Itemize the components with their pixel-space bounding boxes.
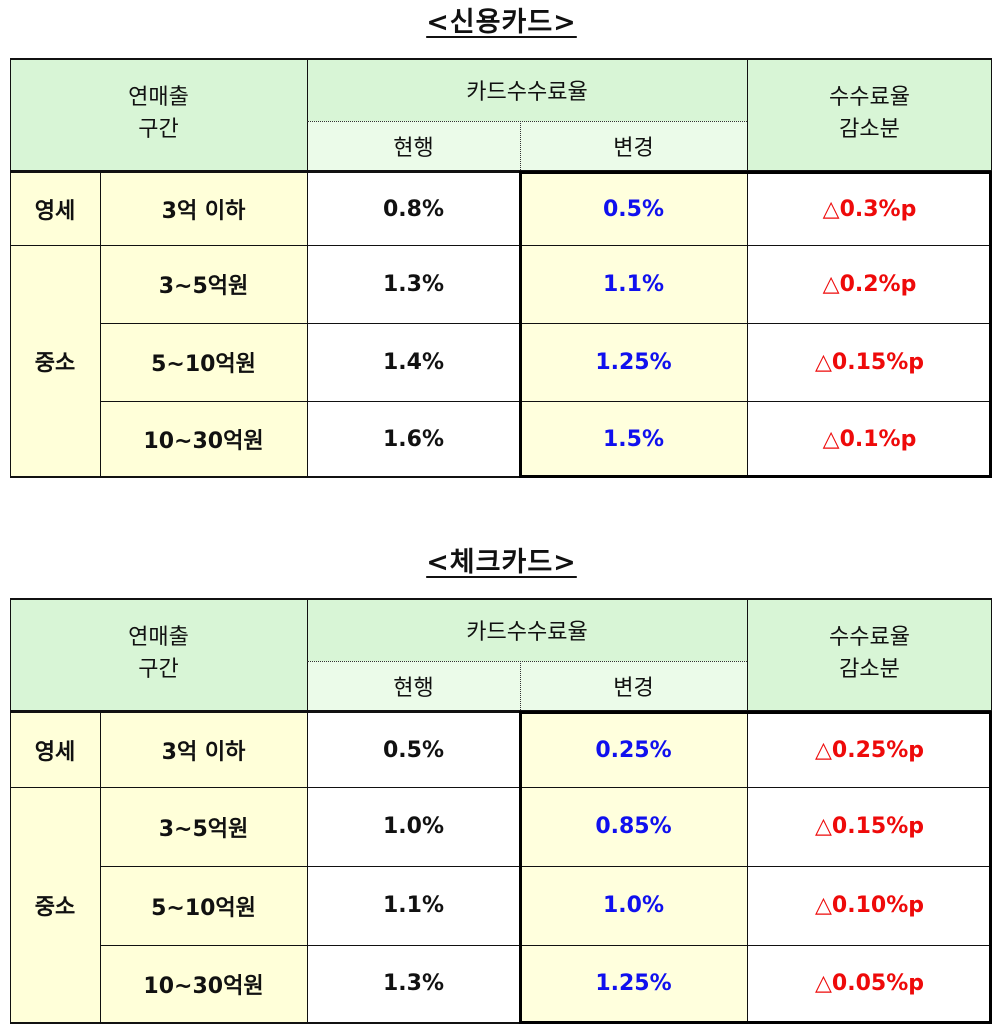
header-changed: 변경 xyxy=(520,121,747,170)
grid-line xyxy=(747,598,748,1024)
table-row-current: 1.4% xyxy=(307,323,520,401)
header-separator xyxy=(10,710,992,713)
grid-line xyxy=(307,58,308,478)
grid-line xyxy=(307,598,308,1024)
table-border xyxy=(991,598,992,1024)
header-changed: 변경 xyxy=(520,661,747,710)
table-row-changed: 0.25% xyxy=(520,713,747,787)
header-revenue-range: 연매출 구간 xyxy=(10,598,307,710)
header-separator xyxy=(10,170,992,173)
grid-line xyxy=(520,661,521,710)
grid-line xyxy=(100,323,992,324)
table-row-reduction: △0.15%p xyxy=(815,814,924,839)
header-fee-rate: 카드수수료율 xyxy=(307,58,747,121)
table-row-range: 3억 이하 xyxy=(100,713,307,787)
table-row-changed: 1.25% xyxy=(520,945,747,1022)
table-row-range: 3억 이하 xyxy=(100,173,307,245)
header-reduction: 수수료율 감소분 xyxy=(747,598,992,710)
header-revenue-range: 연매출 구간 xyxy=(10,58,307,170)
table-row-current: 1.3% xyxy=(307,945,520,1022)
table-border xyxy=(10,598,992,600)
table-border xyxy=(10,58,11,478)
table-row-changed: 0.85% xyxy=(520,787,747,866)
table-row-current: 1.6% xyxy=(307,401,520,477)
header-reduction: 수수료율 감소분 xyxy=(747,58,992,170)
group-small: 영세 xyxy=(10,173,100,245)
group-mid: 중소 xyxy=(10,245,100,477)
credit-card-title: <신용카드> xyxy=(426,7,577,38)
grid-line xyxy=(307,121,747,122)
table-row-current: 1.0% xyxy=(307,787,520,866)
grid-line xyxy=(100,713,101,1022)
group-mid: 중소 xyxy=(10,787,100,1022)
table-row-range: 10~30억원 xyxy=(100,945,307,1022)
table-row-range: 3~5억원 xyxy=(100,787,307,866)
table-row-reduction: △0.3%p xyxy=(822,196,917,222)
table-row-current: 1.3% xyxy=(307,245,520,323)
table-row-reduction: △0.2%p xyxy=(822,271,917,297)
grid-line xyxy=(100,401,992,402)
table-row-reduction: △0.25%p xyxy=(815,737,924,763)
grid-line xyxy=(520,121,521,170)
table-border xyxy=(10,598,11,1024)
header-current: 현행 xyxy=(307,661,520,710)
group-small: 영세 xyxy=(10,713,100,787)
grid-line xyxy=(100,866,992,867)
grid-line xyxy=(747,58,748,478)
table-border xyxy=(10,476,992,478)
grid-line xyxy=(520,173,521,477)
table-border xyxy=(10,1022,992,1024)
grid-line xyxy=(10,787,992,788)
table-row-range: 5~10억원 xyxy=(100,323,307,401)
check-card-title: <체크카드> xyxy=(426,547,577,578)
table-row-changed: 1.0% xyxy=(520,866,747,945)
table-row-reduction: △0.05%p xyxy=(815,971,924,996)
table-border xyxy=(991,58,992,478)
table-row-range: 3~5억원 xyxy=(100,245,307,323)
table-row-changed: 1.1% xyxy=(520,245,747,323)
table-row-changed: 1.5% xyxy=(520,401,747,477)
table-row-changed: 1.25% xyxy=(520,323,747,401)
grid-line xyxy=(307,661,747,662)
table-border xyxy=(10,58,992,60)
header-current: 현행 xyxy=(307,121,520,170)
table-row-reduction: △0.10%p xyxy=(815,893,924,918)
table-row-changed: 0.5% xyxy=(520,173,747,245)
table-row-reduction: △0.1%p xyxy=(822,426,917,452)
grid-line xyxy=(100,945,992,946)
table-row-current: 1.1% xyxy=(307,866,520,945)
grid-line xyxy=(100,173,101,477)
grid-line xyxy=(10,245,992,246)
table-row-range: 5~10억원 xyxy=(100,866,307,945)
table-row-current: 0.8% xyxy=(307,173,520,245)
table-row-range: 10~30억원 xyxy=(100,401,307,477)
table-row-current: 0.5% xyxy=(307,713,520,787)
check-card-table: 연매출 구간 카드수수료율 현행 변경 수수료율 감소분 영세 중소 3억 이하… xyxy=(10,598,992,1024)
grid-line xyxy=(520,713,521,1022)
header-fee-rate: 카드수수료율 xyxy=(307,598,747,661)
table-row-reduction: △0.15%p xyxy=(815,349,924,375)
credit-card-table: 연매출 구간 카드수수료율 현행 변경 수수료율 감소분 영세 중소 3억 이하… xyxy=(10,58,992,478)
